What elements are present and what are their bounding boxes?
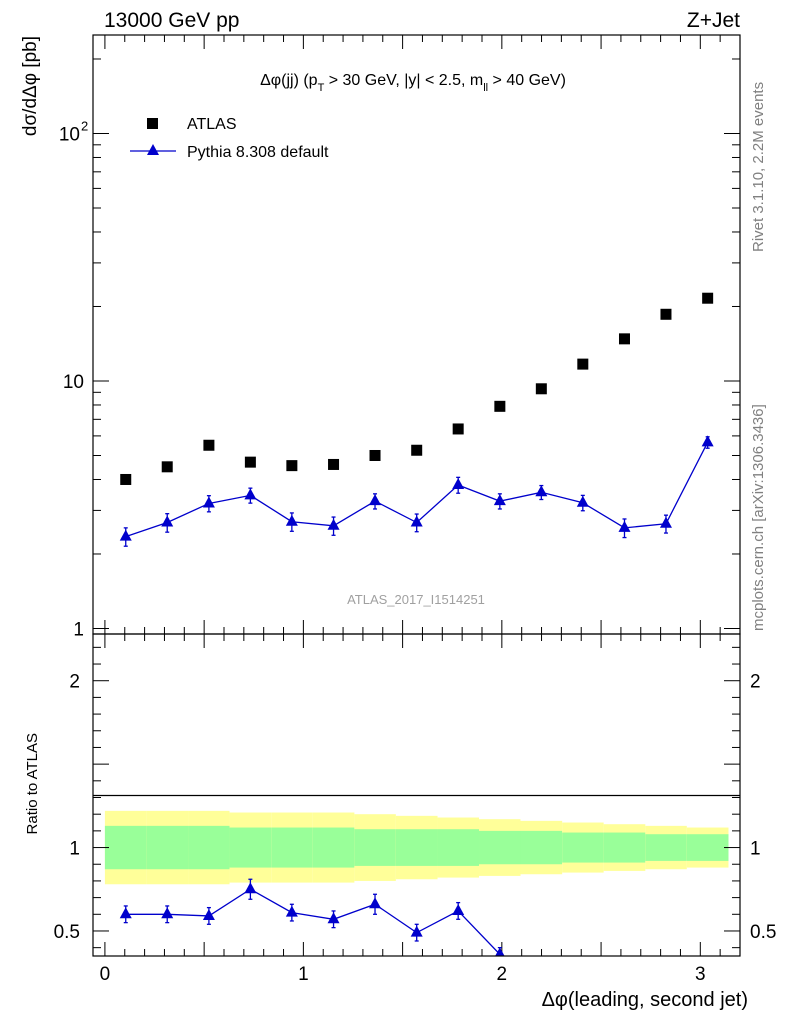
- band-inner: [146, 825, 189, 870]
- rivet-label: Rivet 3.1.10, 2.2M events: [750, 82, 767, 252]
- band-inner: [395, 829, 438, 866]
- atlas-point: [369, 449, 381, 461]
- band-inner: [686, 834, 729, 861]
- legend-mc-label: Pythia 8.308 default: [187, 144, 329, 161]
- mc-point: [618, 520, 631, 532]
- header-right: Z+Jet: [687, 9, 740, 32]
- y-tick-label: 10: [63, 372, 84, 393]
- atlas-point: [452, 423, 464, 435]
- atlas-point: [618, 333, 630, 345]
- band-inner: [312, 827, 355, 868]
- mcplots-label: mcplots.cern.ch [arXiv:1306.3436]: [750, 404, 767, 631]
- y-tick-label-exponent: 2: [81, 118, 88, 133]
- atlas-point: [161, 461, 173, 473]
- ratio-point: [244, 882, 257, 894]
- main-title-sub-pt: T: [318, 82, 325, 94]
- band-inner: [229, 827, 272, 868]
- mc-point: [701, 435, 714, 447]
- band-inner: [562, 832, 604, 863]
- ratio-point: [202, 908, 215, 920]
- atlas-point: [411, 444, 423, 456]
- mc-point: [493, 494, 506, 506]
- main-plot-marks: [119, 292, 714, 547]
- ratio-ylabel: Ratio to ATLAS: [24, 733, 41, 834]
- atlas-point: [702, 292, 714, 304]
- atlas-point: [494, 400, 506, 412]
- mc-point: [119, 529, 132, 541]
- x-tick-label: 1: [298, 964, 309, 985]
- main-title-part-a: Δφ(jj) (p: [260, 72, 318, 89]
- ratio-point: [161, 907, 174, 919]
- y-tick-label: 0.5: [54, 922, 80, 943]
- band-inner: [479, 830, 521, 865]
- main-title-part-b: > 30 GeV, |y| < 2.5, m: [324, 72, 483, 89]
- main-title: Δφ(jj) (pT > 30 GeV, |y| < 2.5, mll > 40…: [260, 72, 566, 94]
- atlas-point: [203, 439, 215, 451]
- ratio-point: [452, 903, 465, 915]
- x-axis-label: Δφ(leading, second jet): [542, 989, 748, 1011]
- main-ylabel: dσ/dΔφ [pb]: [20, 36, 41, 136]
- atlas-point: [660, 308, 672, 320]
- ratio-point: [495, 947, 505, 956]
- ratio-plot-marks: [119, 878, 505, 956]
- x-tick-label: 0: [100, 964, 111, 985]
- ratio-point: [119, 907, 132, 919]
- mc-point: [369, 494, 382, 506]
- band-inner: [520, 830, 563, 865]
- atlas-point: [286, 460, 298, 472]
- main-title-part-c: > 40 GeV): [488, 72, 566, 89]
- band-inner: [437, 829, 480, 866]
- ratio-point: [285, 905, 298, 917]
- mc-point: [285, 514, 298, 526]
- x-tick-label: 2: [497, 964, 508, 985]
- ratio-uncertainty-bands: [104, 810, 729, 885]
- main-title-sub-ll: ll: [483, 82, 488, 94]
- y-tick-label-right: 2: [750, 672, 761, 693]
- band-inner: [603, 832, 646, 863]
- legend-mc-marker: [147, 144, 159, 155]
- x-tick-label: 3: [695, 964, 706, 985]
- mc-point: [576, 495, 589, 507]
- header-left: 13000 GeV pp: [104, 9, 239, 32]
- band-inner: [271, 827, 313, 868]
- y-tick-label-right: 1: [750, 839, 761, 860]
- y-tick-label-right: 0.5: [750, 922, 776, 943]
- ratio-frame: [92, 633, 741, 957]
- atlas-point: [535, 383, 547, 395]
- ratio-point: [410, 925, 423, 937]
- analysis-watermark: ATLAS_2017_I1514251: [347, 592, 485, 607]
- band-inner: [645, 834, 687, 861]
- mc-point: [410, 515, 423, 527]
- atlas-point: [244, 456, 256, 468]
- mc-point: [161, 515, 174, 527]
- band-inner: [188, 825, 230, 870]
- band-inner: [104, 825, 147, 870]
- atlas-point: [577, 358, 589, 370]
- mc-point: [327, 518, 340, 530]
- y-tick-label: 1: [69, 839, 80, 860]
- mc-point: [452, 477, 465, 489]
- atlas-point: [328, 458, 340, 470]
- band-inner: [354, 829, 396, 866]
- mc-point: [659, 516, 672, 528]
- ratio-point: [327, 912, 340, 924]
- legend-atlas-marker: [147, 118, 158, 129]
- ratio-point: [369, 897, 382, 909]
- mc-point: [202, 496, 215, 508]
- ratio-line: [125, 888, 504, 956]
- legend-atlas-label: ATLAS: [187, 116, 237, 133]
- y-tick-label: 2: [69, 672, 80, 693]
- mc-point: [535, 485, 548, 497]
- y-tick-label: 10: [59, 124, 80, 145]
- ratio-axes: 0 1 2 3 0.5 0.5 1 1 2 2: [54, 634, 776, 985]
- mc-point: [244, 488, 257, 500]
- atlas-point: [120, 473, 132, 485]
- y-tick-label: 1: [73, 619, 84, 640]
